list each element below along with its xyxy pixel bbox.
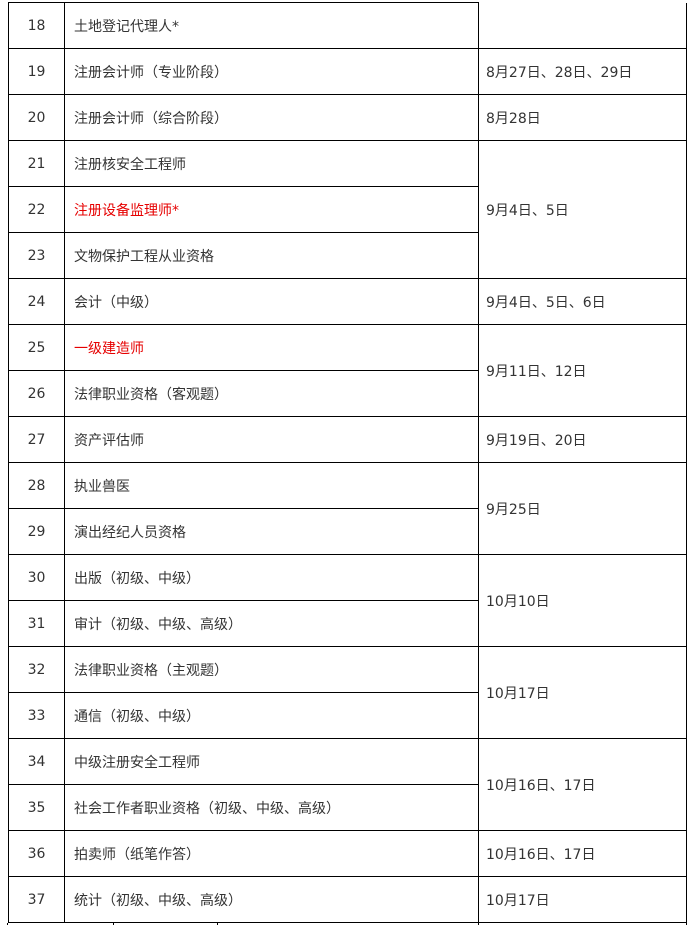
table-row: 30 出版（初级、中级） 10月10日 — [8, 554, 687, 647]
table-row: 21 注册核安全工程师 9月4日、5日 — [8, 140, 687, 279]
exam-date: 8月27日、28日、29日 — [478, 48, 687, 95]
exam-date: 10月10日 — [478, 554, 687, 647]
exam-name: 注册设备监理师* — [64, 186, 479, 233]
exam-date: 9月25日 — [478, 462, 687, 555]
row-number: 19 — [8, 48, 65, 95]
exam-date: 10月16日、17日 — [478, 738, 687, 831]
exam-date: 10月16日、17日 — [478, 830, 687, 877]
exam-name: 注册会计师（综合阶段） — [64, 94, 479, 141]
table-row: 31 审计（初级、中级、高级） — [8, 600, 687, 647]
exam-name: 注册核安全工程师 — [64, 140, 479, 187]
exam-name: 资产评估师 — [64, 416, 479, 463]
table-row: 28 执业兽医 9月25日 — [8, 462, 687, 555]
row-number: 37 — [8, 876, 65, 923]
row-number: 33 — [8, 692, 65, 739]
exam-date: 10月17日 — [478, 646, 687, 739]
exam-name: 中级注册安全工程师 — [64, 738, 479, 785]
exam-name: 注册会计师（专业阶段） — [64, 48, 479, 95]
table-row: 27 资产评估师 9月19日、20日 — [8, 416, 687, 463]
exam-name: 社会工作者职业资格（初级、中级、高级） — [64, 784, 479, 831]
row-number: 23 — [8, 232, 65, 279]
row-number: 26 — [8, 370, 65, 417]
table-row: 20 注册会计师（综合阶段） 8月28日 — [8, 94, 687, 141]
table-row: 22 注册设备监理师* — [8, 186, 687, 233]
row-number: 25 — [8, 324, 65, 371]
row-number: 18 — [8, 2, 65, 49]
exam-date: 9月4日、5日、6日 — [478, 278, 687, 325]
exam-name: 法律职业资格（客观题） — [64, 370, 479, 417]
table-row: 25 一级建造师 9月11日、12日 — [8, 324, 687, 417]
exam-name: 统计（初级、中级、高级） — [64, 876, 479, 923]
exam-date — [478, 2, 687, 49]
exam-name: 审计（初级、中级、高级） — [64, 600, 479, 647]
table-row: 36 拍卖师（纸笔作答） 10月16日、17日 — [8, 830, 687, 877]
exam-name: 法律职业资格（主观题） — [64, 646, 479, 693]
exam-schedule-table: 18 土地登记代理人* 19 注册会计师（专业阶段） 8月27日、28日、29日 20 注册… — [8, 2, 687, 923]
table-row: 24 会计（中级） 9月4日、5日、6日 — [8, 278, 687, 325]
exam-name: 文物保护工程从业资格 — [64, 232, 479, 279]
exam-name: 演出经纪人员资格 — [64, 508, 479, 555]
row-number: 36 — [8, 830, 65, 877]
exam-name: 执业兽医 — [64, 462, 479, 509]
table-row: 32 法律职业资格（主观题） 10月17日 — [8, 646, 687, 739]
row-number: 22 — [8, 186, 65, 233]
exam-name: 拍卖师（纸笔作答） — [64, 830, 479, 877]
row-number: 29 — [8, 508, 65, 555]
row-number: 27 — [8, 416, 65, 463]
exam-date: 9月11日、12日 — [478, 324, 687, 417]
exam-date: 9月4日、5日 — [478, 140, 687, 279]
exam-name: 土地登记代理人* — [64, 2, 479, 49]
table-row: 18 土地登记代理人* — [8, 2, 687, 49]
row-number: 30 — [8, 554, 65, 601]
table-row: 35 社会工作者职业资格（初级、中级、高级） — [8, 784, 687, 831]
table-row: 26 法律职业资格（客观题） — [8, 370, 687, 417]
row-number: 32 — [8, 646, 65, 693]
table-row: 34 中级注册安全工程师 10月16日、17日 — [8, 738, 687, 831]
table-row: 37 统计（初级、中级、高级） 10月17日 — [8, 876, 687, 923]
table-row: 23 文物保护工程从业资格 — [8, 232, 687, 279]
row-number: 28 — [8, 462, 65, 509]
exam-date: 8月28日 — [478, 94, 687, 141]
row-number: 34 — [8, 738, 65, 785]
table-row: 33 通信（初级、中级） — [8, 692, 687, 739]
row-number: 31 — [8, 600, 65, 647]
exam-date: 9月19日、20日 — [478, 416, 687, 463]
row-number: 20 — [8, 94, 65, 141]
exam-date: 10月17日 — [478, 876, 687, 923]
table-row: 19 注册会计师（专业阶段） 8月27日、28日、29日 — [8, 48, 687, 95]
exam-name: 通信（初级、中级） — [64, 692, 479, 739]
row-number: 35 — [8, 784, 65, 831]
exam-name: 一级建造师 — [64, 324, 479, 371]
exam-name: 会计（中级） — [64, 278, 479, 325]
row-number: 21 — [8, 140, 65, 187]
exam-name: 出版（初级、中级） — [64, 554, 479, 601]
row-number: 24 — [8, 278, 65, 325]
table-row: 29 演出经纪人员资格 — [8, 508, 687, 555]
